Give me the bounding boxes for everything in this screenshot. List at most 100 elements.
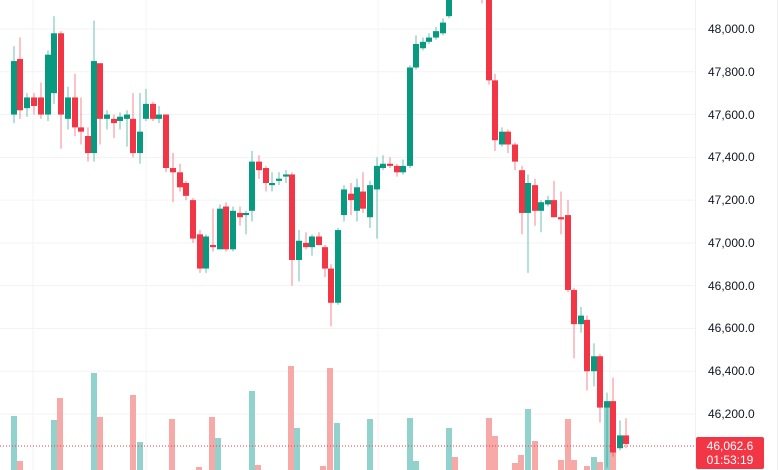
candle-body (38, 97, 44, 115)
candle (210, 208, 216, 252)
candle-body (426, 37, 432, 42)
candle (604, 392, 610, 468)
price-tick-label: 47,600.0 (708, 107, 755, 122)
candle-body (335, 230, 341, 303)
candle (420, 37, 426, 51)
candle (354, 178, 360, 222)
candle (440, 18, 446, 36)
candle-body (604, 401, 610, 408)
price-axis[interactable]: 48,000.0 47,800.0 47,600.0 47,400.0 47,200.0… (695, 0, 780, 470)
candle-body (243, 212, 249, 216)
candle (538, 200, 544, 233)
candle (591, 343, 597, 387)
candle (296, 230, 302, 282)
candle (551, 180, 557, 218)
volume-bar (518, 455, 524, 470)
candle-body (45, 54, 51, 115)
candle-body (380, 163, 386, 169)
candle-body (183, 183, 189, 196)
candle (481, 0, 483, 4)
candle (584, 315, 590, 391)
candle (78, 97, 84, 145)
price-tick-label: 46,800.0 (708, 278, 755, 293)
grid-lines (0, 0, 695, 470)
candle-body (203, 236, 209, 269)
candles (11, 0, 629, 468)
candle (230, 206, 236, 252)
candle (45, 50, 51, 121)
candle (72, 73, 78, 136)
candle-body (91, 61, 97, 154)
volume-bar (512, 463, 518, 470)
candle (117, 112, 123, 130)
candle (163, 114, 169, 173)
candle (276, 172, 282, 186)
candle (525, 174, 531, 273)
candle-body (65, 97, 71, 119)
candle-body (170, 168, 176, 173)
candle (91, 20, 97, 162)
volume-bar (215, 438, 221, 470)
candle (289, 172, 295, 286)
candle-body (525, 183, 531, 213)
price-plot (0, 0, 695, 470)
candle (394, 163, 400, 177)
candle (426, 33, 432, 44)
price-tick-label: 46,200.0 (708, 407, 755, 421)
candle (104, 110, 110, 130)
candle-body (111, 118, 117, 124)
chart-plot-area[interactable] (0, 0, 695, 470)
volume-bar (91, 373, 97, 470)
candle-body (58, 33, 64, 115)
candle (243, 210, 249, 235)
candle (532, 178, 538, 226)
candle (617, 420, 623, 451)
candle (558, 191, 564, 235)
candle (130, 93, 136, 158)
volume-bar (288, 366, 294, 470)
candle (137, 93, 143, 164)
candle (571, 287, 577, 359)
candle-body (11, 61, 17, 115)
candle (177, 163, 183, 192)
candle-body (512, 144, 518, 162)
candle-body (486, 0, 492, 81)
volume-bar (525, 409, 531, 470)
candle-body (440, 22, 446, 34)
candle-body (143, 103, 149, 119)
candle-body (263, 168, 269, 183)
volume-bar (249, 391, 255, 470)
candle-body (578, 315, 584, 325)
candle (360, 172, 366, 213)
candle (269, 172, 275, 192)
volume-bar (169, 419, 175, 470)
candle-body (433, 31, 439, 38)
candle (446, 0, 452, 19)
candle-body (413, 43, 419, 68)
candle-body (519, 170, 525, 213)
candle (400, 159, 406, 175)
volume-bar (597, 462, 603, 470)
price-tick-label: 47,800.0 (708, 64, 755, 79)
last-price-value: 46,062.6 (706, 439, 754, 453)
candle (170, 153, 176, 203)
candle-body (276, 178, 282, 181)
candle-body (217, 208, 223, 250)
candle (519, 165, 525, 235)
candle (387, 157, 393, 169)
candle-body (31, 97, 37, 106)
volume-bar (17, 461, 23, 470)
candle (380, 155, 386, 171)
candle-body (163, 114, 169, 169)
candle-body (623, 435, 629, 444)
candle (512, 142, 518, 171)
candle (341, 185, 347, 222)
volume-bars (11, 366, 616, 470)
candle (256, 155, 262, 179)
candle-body (571, 289, 577, 325)
candle-body (72, 97, 78, 128)
candle-body (210, 245, 216, 248)
candle (499, 127, 505, 147)
candle-body (316, 236, 322, 246)
